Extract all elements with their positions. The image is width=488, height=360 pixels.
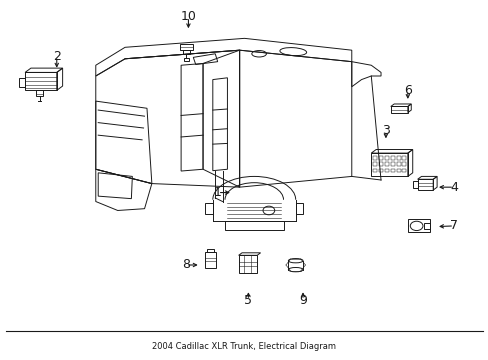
Bar xyxy=(390,156,394,159)
Bar xyxy=(372,169,376,172)
Bar xyxy=(390,169,394,172)
Bar xyxy=(372,156,376,159)
Text: 6: 6 xyxy=(403,84,411,97)
Text: 2: 2 xyxy=(53,50,61,63)
Bar xyxy=(378,169,382,172)
Text: 3: 3 xyxy=(381,124,389,137)
Bar xyxy=(384,169,388,172)
Text: 1: 1 xyxy=(213,186,221,199)
Text: 10: 10 xyxy=(180,10,196,23)
Bar xyxy=(396,156,400,159)
Bar xyxy=(384,156,388,159)
Bar xyxy=(378,156,382,159)
Text: 9: 9 xyxy=(299,294,306,307)
Bar xyxy=(390,162,394,166)
Bar xyxy=(402,169,406,172)
Text: 5: 5 xyxy=(244,294,252,307)
Text: 7: 7 xyxy=(449,219,457,233)
Bar xyxy=(372,162,376,166)
Bar xyxy=(402,156,406,159)
Bar xyxy=(402,162,406,166)
Bar xyxy=(396,169,400,172)
Bar xyxy=(384,162,388,166)
Text: 2004 Cadillac XLR Trunk, Electrical Diagram: 2004 Cadillac XLR Trunk, Electrical Diag… xyxy=(152,342,336,351)
Bar xyxy=(378,162,382,166)
Bar xyxy=(396,162,400,166)
Text: 4: 4 xyxy=(449,181,457,194)
Text: 8: 8 xyxy=(182,258,190,271)
